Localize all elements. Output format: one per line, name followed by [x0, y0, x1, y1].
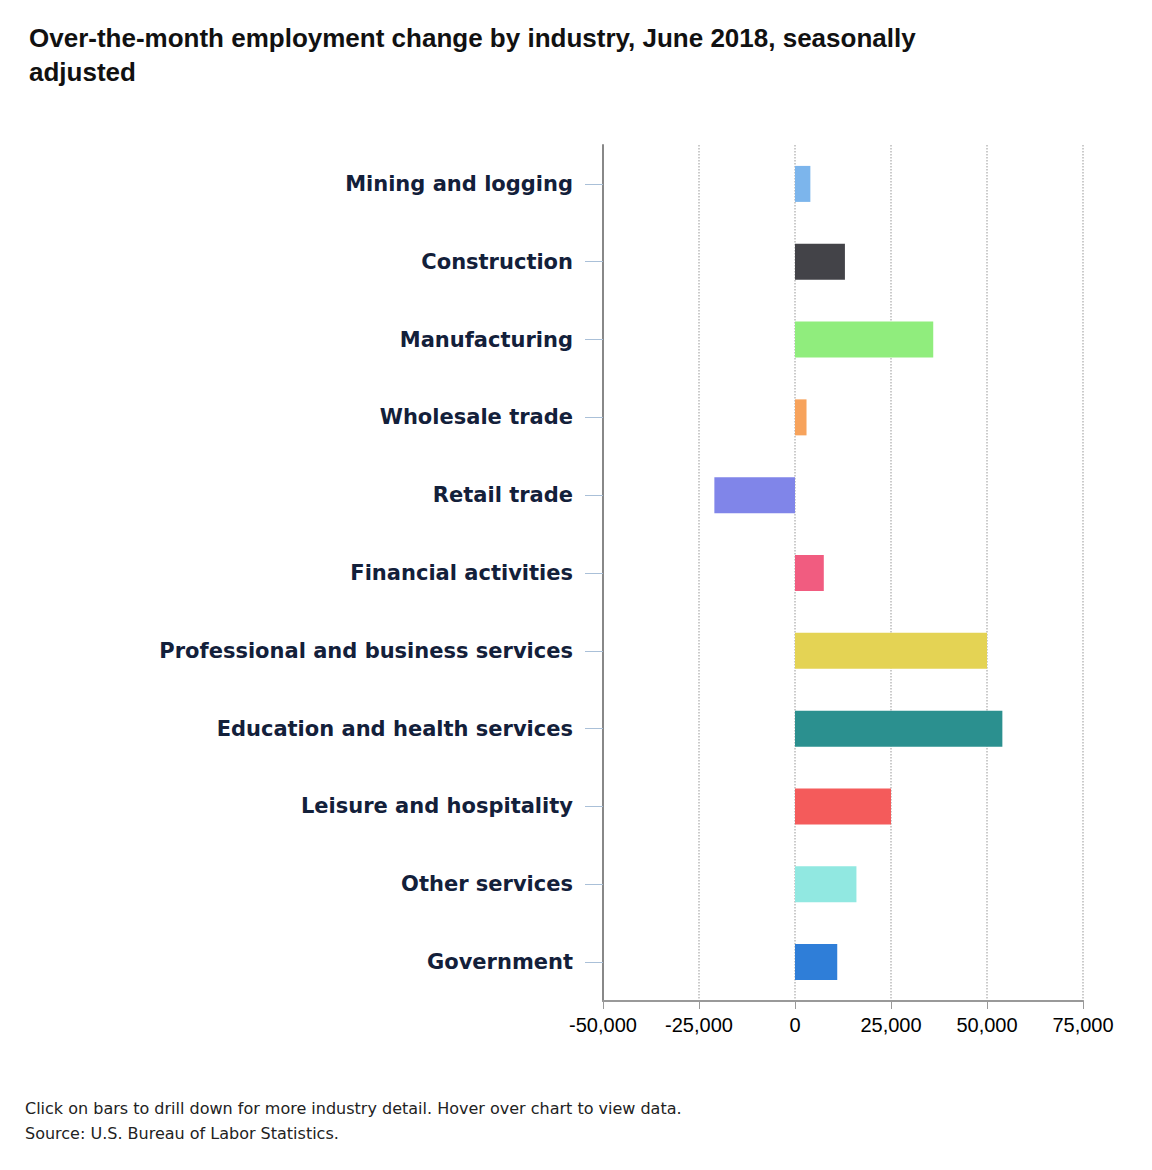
svg-text:Click on bars to drill down fo: Click on bars to drill down for more ind… — [25, 1099, 682, 1118]
svg-text:25,000: 25,000 — [860, 1014, 921, 1036]
svg-text:Government: Government — [427, 950, 573, 974]
svg-text:50,000: 50,000 — [956, 1014, 1017, 1036]
svg-text:Mining and logging: Mining and logging — [345, 172, 573, 196]
svg-text:Retail trade: Retail trade — [433, 483, 573, 507]
svg-text:Manufacturing: Manufacturing — [400, 328, 573, 352]
svg-text:Leisure and hospitality: Leisure and hospitality — [301, 794, 573, 818]
svg-text:adjusted: adjusted — [29, 57, 136, 87]
svg-text:-50,000: -50,000 — [569, 1014, 637, 1036]
svg-text:Construction: Construction — [421, 250, 573, 274]
svg-text:Wholesale trade: Wholesale trade — [380, 405, 573, 429]
svg-text:Education and health services: Education and health services — [217, 717, 573, 741]
svg-text:Professional and business serv: Professional and business services — [159, 639, 573, 663]
svg-text:Source: U.S. Bureau of Labor S: Source: U.S. Bureau of Labor Statistics. — [25, 1124, 339, 1143]
svg-text:Other services: Other services — [401, 872, 573, 896]
svg-text:-25,000: -25,000 — [665, 1014, 733, 1036]
svg-text:Over-the-month employment chan: Over-the-month employment change by indu… — [29, 23, 923, 53]
svg-text:Financial activities: Financial activities — [350, 561, 573, 585]
svg-text:75,000: 75,000 — [1052, 1014, 1113, 1036]
svg-text:0: 0 — [789, 1014, 800, 1036]
